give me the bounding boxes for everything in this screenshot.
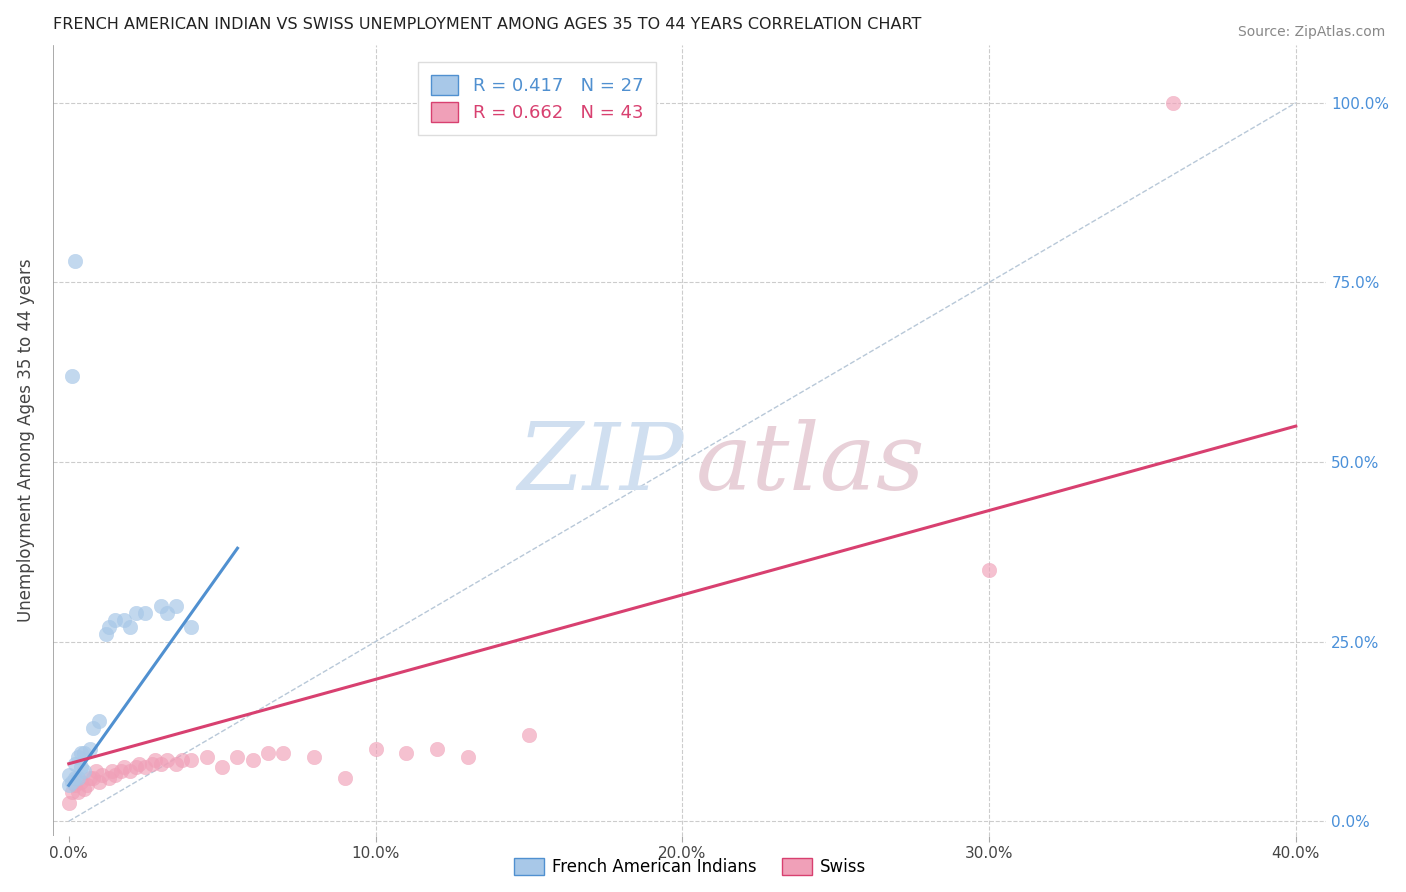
Legend: French American Indians, Swiss: French American Indians, Swiss xyxy=(508,851,873,882)
Point xyxy=(60,785,83,799)
Point xyxy=(242,753,264,767)
Point xyxy=(73,764,96,778)
Point xyxy=(58,767,80,781)
Point xyxy=(89,714,111,728)
Point xyxy=(112,613,135,627)
Point xyxy=(165,756,187,771)
Point xyxy=(143,753,166,767)
Point xyxy=(70,760,93,774)
Point xyxy=(66,749,89,764)
Text: atlas: atlas xyxy=(696,419,925,509)
Point xyxy=(97,620,120,634)
Point xyxy=(134,760,156,774)
Point xyxy=(70,746,93,760)
Text: FRENCH AMERICAN INDIAN VS SWISS UNEMPLOYMENT AMONG AGES 35 TO 44 YEARS CORRELATI: FRENCH AMERICAN INDIAN VS SWISS UNEMPLOY… xyxy=(53,17,922,32)
Point xyxy=(63,253,86,268)
Point xyxy=(82,721,104,735)
Point xyxy=(112,760,135,774)
Point xyxy=(149,756,172,771)
Point xyxy=(156,606,179,620)
Point xyxy=(66,785,89,799)
Point xyxy=(94,627,117,641)
Point xyxy=(82,771,104,785)
Point xyxy=(977,563,1000,577)
Point xyxy=(58,778,80,792)
Point xyxy=(1161,95,1184,110)
Point xyxy=(63,771,86,785)
Point xyxy=(395,746,418,760)
Point xyxy=(60,368,83,383)
Point xyxy=(333,771,356,785)
Point xyxy=(302,749,325,764)
Point xyxy=(165,599,187,613)
Point xyxy=(226,749,249,764)
Point xyxy=(120,620,142,634)
Point xyxy=(517,728,540,742)
Text: ZIP: ZIP xyxy=(517,419,683,509)
Point xyxy=(104,613,127,627)
Point xyxy=(180,620,202,634)
Point xyxy=(257,746,280,760)
Point xyxy=(70,774,93,789)
Point xyxy=(426,742,449,756)
Point xyxy=(63,778,86,792)
Point xyxy=(89,774,111,789)
Point xyxy=(134,606,156,620)
Point xyxy=(211,760,233,774)
Point xyxy=(91,767,114,781)
Text: Source: ZipAtlas.com: Source: ZipAtlas.com xyxy=(1237,25,1385,39)
Point xyxy=(120,764,142,778)
Point xyxy=(273,746,295,760)
Point xyxy=(110,764,132,778)
Point xyxy=(156,753,179,767)
Point xyxy=(79,742,101,756)
Point xyxy=(180,753,202,767)
Point xyxy=(66,771,89,785)
Point xyxy=(141,756,163,771)
Point xyxy=(60,774,83,789)
Point xyxy=(149,599,172,613)
Point xyxy=(172,753,194,767)
Y-axis label: Unemployment Among Ages 35 to 44 years: Unemployment Among Ages 35 to 44 years xyxy=(17,259,35,623)
Point xyxy=(125,760,148,774)
Point xyxy=(364,742,387,756)
Point xyxy=(86,764,108,778)
Point xyxy=(195,749,218,764)
Point xyxy=(73,746,96,760)
Point xyxy=(125,606,148,620)
Point xyxy=(100,764,122,778)
Point xyxy=(63,756,86,771)
Point xyxy=(76,778,98,792)
Point xyxy=(97,771,120,785)
Point xyxy=(79,771,101,785)
Point xyxy=(457,749,479,764)
Point xyxy=(128,756,150,771)
Point xyxy=(73,781,96,796)
Point xyxy=(104,767,127,781)
Point xyxy=(58,797,80,811)
